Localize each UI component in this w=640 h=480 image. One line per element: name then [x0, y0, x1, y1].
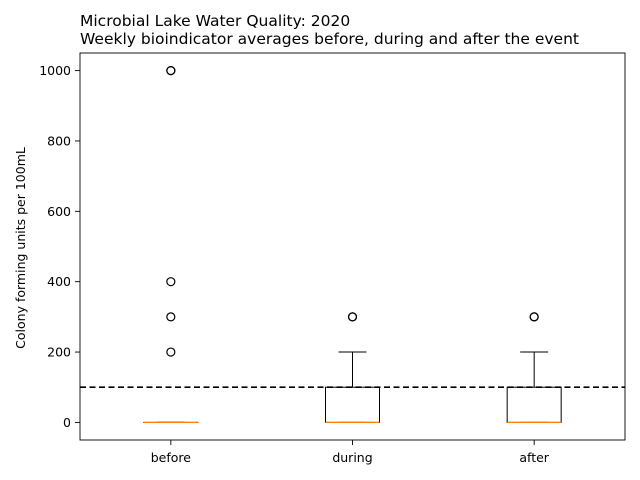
plot-frame: [79, 52, 626, 441]
y-tick-label: 400: [47, 274, 71, 289]
chart-title: Microbial Lake Water Quality: 2020: [80, 12, 350, 30]
outlier-point: [166, 277, 176, 287]
y-tick-label: 1000: [39, 63, 71, 78]
outlier-point: [529, 312, 539, 322]
box-after: [506, 386, 562, 423]
y-tick-label: 600: [47, 204, 71, 219]
x-tick-label: before: [151, 450, 192, 465]
x-tick-label: during: [332, 450, 372, 465]
x-tick-label: after: [519, 450, 549, 465]
outlier-point: [166, 65, 176, 76]
y-tick-label: 0: [63, 415, 71, 430]
box-during: [325, 386, 380, 423]
plot-area: 0 200 400 600 800 1000 before during after: [39, 52, 626, 465]
chart-subtitle: Weekly bioindicator averages before, dur…: [80, 30, 579, 48]
outlier-point: [347, 312, 358, 322]
outlier-point: [166, 347, 176, 357]
outlier-point: [166, 312, 176, 322]
y-axis-label: Colony forming units per 100mL: [13, 147, 28, 349]
y-tick-label: 200: [47, 345, 71, 360]
y-tick-label: 800: [47, 133, 71, 148]
